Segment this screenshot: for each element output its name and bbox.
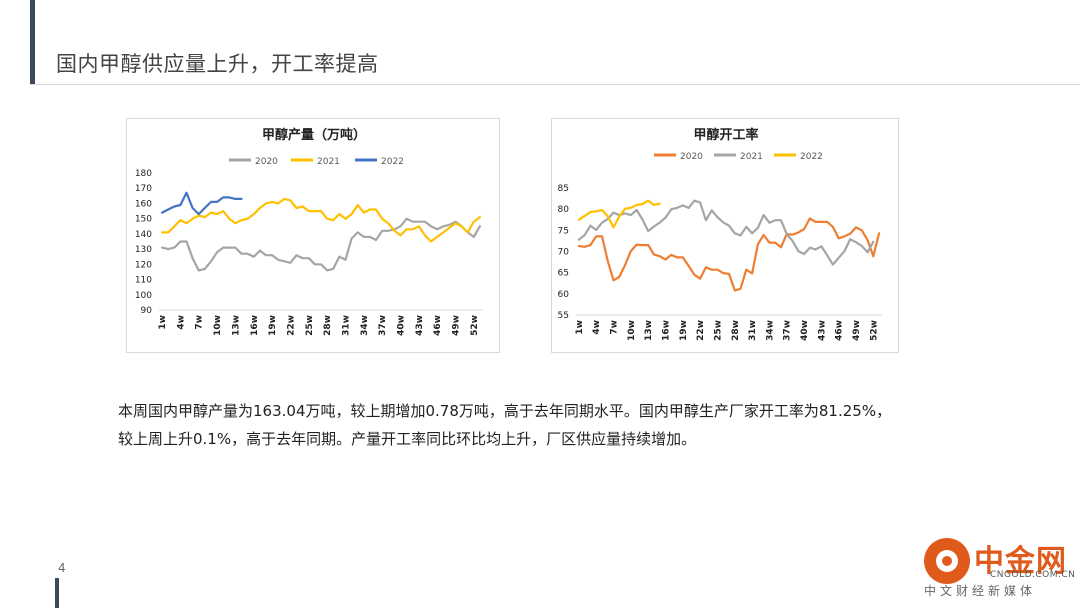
logo-tagline: 中文财经新媒体 xyxy=(924,584,1037,598)
y-tick-label: 120 xyxy=(135,260,152,270)
x-tick-label: 34w xyxy=(360,315,370,336)
y-tick-label: 60 xyxy=(558,290,570,300)
x-tick-label: 28w xyxy=(731,320,741,341)
y-tick-label: 70 xyxy=(558,248,570,258)
x-tick-label: 22w xyxy=(696,320,706,341)
x-tick-label: 10w xyxy=(627,320,637,341)
x-tick-label: 1w xyxy=(158,315,168,330)
x-tick-label: 7w xyxy=(195,315,205,330)
x-tick-label: 49w xyxy=(852,320,862,341)
series-line-2022 xyxy=(160,191,243,216)
x-tick-label: 19w xyxy=(679,320,689,341)
operating-rate-chart: 甲醇开工率 2020 2021 2022 55 60 65 70 75 80 85 1w 4w 7w 10w… xyxy=(551,118,899,353)
x-tick-label: 46w xyxy=(835,320,845,341)
series-line-2022 xyxy=(577,199,661,229)
title-divider xyxy=(30,84,1080,85)
y-tick-label: 65 xyxy=(558,269,569,279)
x-tick-label: 7w xyxy=(610,320,620,335)
x-tick-label: 37w xyxy=(378,315,388,336)
header-accent-bar xyxy=(30,0,35,84)
y-tick-label: 140 xyxy=(135,230,152,240)
legend-label-2022: 2022 xyxy=(381,157,404,167)
chart-title: 甲醇开工率 xyxy=(693,127,758,143)
y-tick-label: 130 xyxy=(135,245,152,255)
x-tick-label: 4w xyxy=(592,320,602,335)
x-tick-label: 28w xyxy=(323,315,333,336)
y-tick-label: 55 xyxy=(558,311,569,321)
y-tick-label: 100 xyxy=(135,291,152,301)
x-tick-label: 16w xyxy=(661,320,671,341)
operating-rate-chart-svg: 甲醇开工率 2020 2021 2022 55 60 65 70 75 80 85 1w 4w 7w 10w… xyxy=(558,127,882,341)
series-line-2020 xyxy=(577,217,881,292)
x-tick-label: 46w xyxy=(433,315,443,336)
x-tick-label: 43w xyxy=(415,315,425,336)
legend-label-2021: 2021 xyxy=(317,157,340,167)
legend-label-2021: 2021 xyxy=(740,152,763,162)
x-tick-label: 49w xyxy=(451,315,461,336)
x-tick-label: 1w xyxy=(575,320,585,335)
logo-name: 中金网 xyxy=(974,544,1067,579)
series-line-2021 xyxy=(160,197,481,243)
summary-line-2: 较上周上升0.1%，高于去年同期。产量开工率同比环比均上升，厂区供应量持续增加。 xyxy=(118,430,697,448)
series-line-2021 xyxy=(577,199,875,266)
x-tick-label: 25w xyxy=(305,315,315,336)
x-tick-label: 31w xyxy=(748,320,758,341)
x-tick-label: 40w xyxy=(396,315,406,336)
y-tick-label: 150 xyxy=(135,215,152,225)
legend-label-2020: 2020 xyxy=(255,157,278,167)
y-tick-label: 90 xyxy=(141,306,153,316)
y-tick-label: 75 xyxy=(558,226,569,236)
y-tick-label: 180 xyxy=(135,169,152,179)
legend-label-2022: 2022 xyxy=(800,152,823,162)
y-tick-label: 85 xyxy=(558,184,569,194)
y-tick-label: 160 xyxy=(135,199,152,209)
x-tick-label: 52w xyxy=(470,315,480,336)
x-tick-label: 25w xyxy=(713,320,723,341)
x-tick-label: 37w xyxy=(783,320,793,341)
logo-swirl-icon xyxy=(924,538,970,584)
x-tick-label: 43w xyxy=(817,320,827,341)
x-tick-label: 22w xyxy=(286,315,296,336)
series-line-2020 xyxy=(160,217,481,272)
page-number: 4 xyxy=(58,561,66,575)
chart-title: 甲醇产量（万吨） xyxy=(262,127,366,143)
summary-text: 本周国内甲醇产量为163.04万吨，较上期增加0.78万吨，高于去年同期水平。国… xyxy=(118,397,998,453)
x-tick-label: 16w xyxy=(250,315,260,336)
y-tick-label: 110 xyxy=(135,276,152,286)
x-tick-label: 4w xyxy=(176,315,186,330)
brand-logo: 中金网 CNGOLD.COM.CN 中文财经新媒体 xyxy=(908,536,1078,604)
x-tick-label: 52w xyxy=(869,320,879,341)
summary-line-1: 本周国内甲醇产量为163.04万吨，较上期增加0.78万吨，高于去年同期水平。国… xyxy=(118,402,892,420)
legend-label-2020: 2020 xyxy=(680,152,703,162)
x-tick-label: 13w xyxy=(644,320,654,341)
x-tick-label: 19w xyxy=(268,315,278,336)
production-chart-svg: 甲醇产量（万吨） 2020 2021 2022 90 100 110 120 130 140 150… xyxy=(135,127,483,336)
page-title: 国内甲醇供应量上升，开工率提高 xyxy=(56,52,379,76)
y-tick-label: 80 xyxy=(558,205,570,215)
footer-accent-bar xyxy=(55,578,59,608)
x-tick-label: 10w xyxy=(213,315,223,336)
x-tick-label: 13w xyxy=(231,315,241,336)
y-tick-label: 170 xyxy=(135,184,152,194)
x-tick-label: 40w xyxy=(800,320,810,341)
x-tick-label: 31w xyxy=(341,315,351,336)
x-tick-label: 34w xyxy=(765,320,775,341)
logo-url: CNGOLD.COM.CN xyxy=(990,570,1076,580)
production-chart: 甲醇产量（万吨） 2020 2021 2022 90 100 110 120 130 140 150… xyxy=(126,118,500,353)
